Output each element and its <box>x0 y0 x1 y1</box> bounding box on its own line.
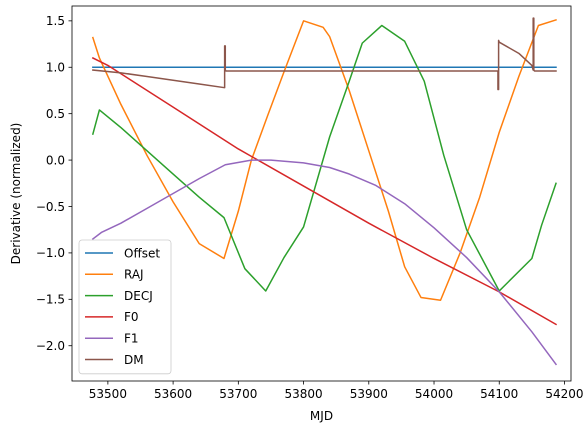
legend-label-dm: DM <box>124 353 144 367</box>
plot-lines <box>91 17 558 366</box>
y-tick-label: 1.5 <box>46 14 65 28</box>
series-line-f1 <box>91 159 558 366</box>
x-axis-label: MJD <box>310 409 333 423</box>
legend-label-f0: F0 <box>124 310 139 324</box>
x-tick-label: 53600 <box>154 387 192 401</box>
legend: Offset RAJ DECJ F0 F1 DM <box>78 239 172 375</box>
x-tick-label: 53700 <box>219 387 257 401</box>
series-line-raj <box>91 18 557 301</box>
y-tick-label: −0.5 <box>36 200 65 214</box>
y-tick-label: −1.0 <box>36 246 65 260</box>
legend-label-raj: RAJ <box>124 268 144 282</box>
y-axis-label: Derivative (normalized) <box>9 123 23 265</box>
x-tick-label: 53800 <box>284 387 322 401</box>
x-tick-label: 53900 <box>350 387 388 401</box>
x-tick-label: 54000 <box>415 387 453 401</box>
y-tick-label: −1.5 <box>36 293 65 307</box>
x-tick-label: 54100 <box>480 387 518 401</box>
series-line-f0 <box>91 56 558 326</box>
y-tick-label: −2.0 <box>36 339 65 353</box>
series-line-decj <box>91 24 557 292</box>
y-tick-label: 0.0 <box>46 153 65 167</box>
y-tick-label: 1.0 <box>46 61 65 75</box>
y-tick-label: 0.5 <box>46 107 65 121</box>
legend-label-decj: DECJ <box>124 289 153 303</box>
axes: 53500 53600 53700 53800 53900 54000 54100 54200… <box>9 5 584 423</box>
series-line-dm <box>92 17 557 91</box>
x-tick-label: 53500 <box>89 387 127 401</box>
x-tick-label: 54200 <box>545 387 583 401</box>
legend-box <box>78 239 172 375</box>
legend-label-f1: F1 <box>124 332 139 346</box>
legend-label-offset: Offset <box>124 246 160 260</box>
plot-frame <box>71 5 572 382</box>
